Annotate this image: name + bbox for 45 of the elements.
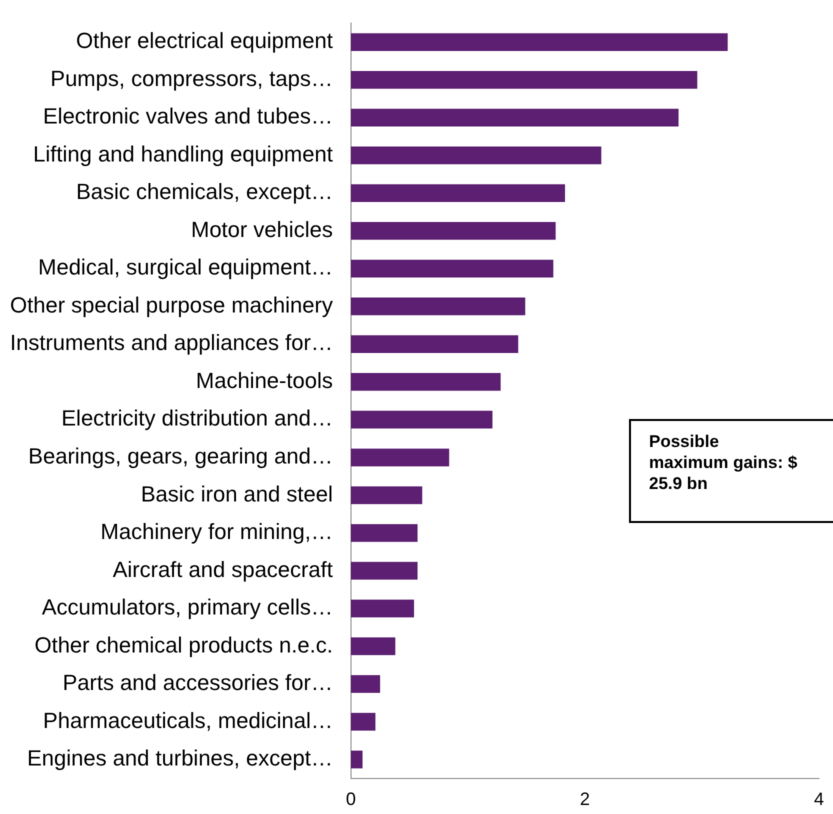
y-tick-label: Aircraft and spacecraft [112, 556, 333, 582]
bar [350, 675, 380, 693]
y-tick-label: Parts and accessories for… [62, 670, 333, 696]
y-tick-label: Other electrical equipment [76, 28, 333, 54]
y-tick-label: Lifting and handling equipment [33, 141, 333, 166]
bar [350, 335, 518, 354]
annotation: Possible maximum gains: $ 25.9 bn [649, 431, 798, 494]
bar [350, 108, 679, 126]
bar [350, 448, 450, 466]
bar [350, 750, 363, 768]
y-tick-label: Pumps, compressors, taps… [50, 66, 333, 91]
bar [350, 260, 554, 278]
bar [350, 486, 422, 504]
bar [350, 298, 526, 316]
bar [350, 222, 556, 240]
bar [350, 33, 728, 51]
y-tick-label: Engines and turbines, except… [27, 746, 333, 771]
y-tick-label: Motor vehicles [190, 216, 333, 242]
bar [350, 524, 418, 542]
bar [350, 373, 501, 391]
bar [350, 70, 698, 89]
bar [350, 410, 492, 429]
y-tick-label: Electronic valves and tubes… [43, 104, 333, 129]
y-tick-label: Other chemical products n.e.c. [34, 632, 333, 658]
bar [350, 637, 396, 656]
bar [350, 184, 566, 202]
bar [350, 600, 414, 618]
y-tick-label: Bearings, gears, gearing and… [28, 444, 333, 469]
y-tick-label: Pharmaceuticals, medicinal… [43, 708, 333, 733]
bar [350, 562, 418, 580]
x-tick-label: 0 [346, 789, 356, 810]
y-tick-label: Basic iron and steel [140, 481, 333, 506]
y-tick-label: Machine-tools [196, 368, 333, 393]
y-tick-label: Basic chemicals, except… [76, 179, 333, 204]
bar [350, 712, 376, 731]
bar [350, 146, 602, 164]
text-box: Possible maximum gains: $ 25.9 bn [629, 419, 833, 523]
x-tick-label: 4 [814, 789, 824, 810]
y-tick-label: Electricity distribution and… [61, 406, 333, 431]
y-tick-label: Accumulators, primary cells… [42, 594, 333, 620]
y-tick-label: Medical, surgical equipment… [38, 254, 333, 280]
y-tick-label: Other special purpose machinery [10, 292, 333, 318]
y-tick-label: Instruments and appliances for… [10, 330, 333, 356]
x-tick-label: 2 [580, 789, 590, 810]
y-tick-label: Machinery for mining,… [100, 519, 333, 544]
